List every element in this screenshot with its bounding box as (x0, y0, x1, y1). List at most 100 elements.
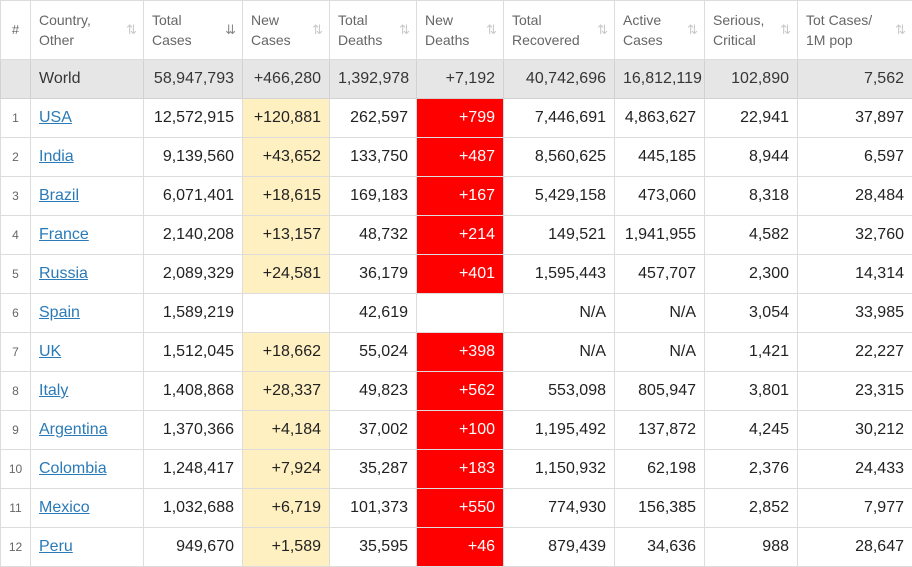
world-serious: 102,890 (704, 59, 798, 99)
country-link[interactable]: France (39, 226, 89, 243)
country-link[interactable]: Spain (39, 304, 80, 321)
header-total-deaths[interactable]: Total Deaths ⇅ (329, 0, 417, 60)
total-deaths-cell: 35,287 (329, 449, 417, 489)
sort-icon[interactable]: ⇅ (312, 22, 323, 37)
per-million-cell: 28,484 (797, 176, 912, 216)
world-total-deaths: 1,392,978 (329, 59, 417, 99)
table-row: 2 India 9,139,560 +43,652 133,750 +487 8,560,6… (0, 137, 912, 177)
header-new-deaths[interactable]: New Deaths ⇅ (416, 0, 504, 60)
sort-icon[interactable]: ⇅ (895, 22, 906, 37)
header-new-cases[interactable]: New Cases ⇅ (242, 0, 330, 60)
country-cell: France (30, 215, 144, 255)
active-cases-cell: 445,185 (614, 137, 705, 177)
header-total-deaths-line2: Deaths (338, 32, 383, 48)
country-link[interactable]: Mexico (39, 499, 90, 516)
header-per-million[interactable]: Tot Cases/ 1M pop ⇅ (797, 0, 912, 60)
country-cell: USA (30, 98, 144, 138)
total-deaths-cell: 55,024 (329, 332, 417, 372)
rank-cell: 6 (0, 293, 31, 333)
serious-cell: 8,944 (704, 137, 798, 177)
active-cases-cell: 805,947 (614, 371, 705, 411)
header-new-deaths-line1: New (425, 12, 454, 28)
total-recovered-cell: 149,521 (503, 215, 615, 255)
total-cases-cell: 1,512,045 (143, 332, 243, 372)
header-total-cases[interactable]: Total Cases ⇊ (143, 0, 243, 60)
header-total-cases-line2: Cases (152, 32, 192, 48)
country-link[interactable]: Peru (39, 538, 73, 555)
country-link[interactable]: India (39, 148, 74, 165)
total-deaths-cell: 169,183 (329, 176, 417, 216)
header-country-line2: Other (39, 32, 75, 48)
rank-cell: 9 (0, 410, 31, 450)
new-cases-cell: +24,581 (242, 254, 330, 294)
new-deaths-cell: +401 (416, 254, 504, 294)
total-deaths-cell: 42,619 (329, 293, 417, 333)
total-cases-cell: 1,408,868 (143, 371, 243, 411)
new-cases-cell: +120,881 (242, 98, 330, 138)
country-cell: UK (30, 332, 144, 372)
header-active-cases-line1: Active (623, 12, 662, 28)
rank-cell: 5 (0, 254, 31, 294)
sort-icon[interactable]: ⇅ (597, 22, 608, 37)
header-per-million-line1: Tot Cases/ (806, 12, 873, 28)
sort-icon[interactable]: ⇅ (126, 22, 137, 37)
country-cell: Mexico (30, 488, 144, 528)
header-total-recovered[interactable]: Total Recovered ⇅ (503, 0, 615, 60)
country-link[interactable]: UK (39, 343, 62, 360)
country-link[interactable]: Colombia (39, 460, 107, 477)
total-deaths-cell: 101,373 (329, 488, 417, 528)
country-link[interactable]: Russia (39, 265, 88, 282)
total-deaths-cell: 133,750 (329, 137, 417, 177)
sort-icon[interactable]: ⇅ (399, 22, 410, 37)
header-rank[interactable]: # (0, 0, 31, 60)
serious-cell: 3,801 (704, 371, 798, 411)
total-recovered-cell: 7,446,691 (503, 98, 615, 138)
per-million-cell: 24,433 (797, 449, 912, 489)
country-link[interactable]: USA (39, 109, 72, 126)
header-serious-critical[interactable]: Serious, Critical ⇅ (704, 0, 798, 60)
table-row: 5 Russia 2,089,329 +24,581 36,179 +401 1,595,4… (0, 254, 912, 294)
header-total-recovered-line1: Total (512, 12, 542, 28)
table-row: 6 Spain 1,589,219 42,619 N/A N/A 3,054 33,985 (0, 293, 912, 333)
per-million-cell: 6,597 (797, 137, 912, 177)
new-deaths-cell: +398 (416, 332, 504, 372)
total-recovered-cell: 1,150,932 (503, 449, 615, 489)
active-cases-cell: N/A (614, 293, 705, 333)
serious-cell: 8,318 (704, 176, 798, 216)
per-million-cell: 22,227 (797, 332, 912, 372)
header-country[interactable]: Country, Other ⇅ (30, 0, 144, 60)
country-cell: India (30, 137, 144, 177)
country-link[interactable]: Argentina (39, 421, 108, 438)
total-cases-cell: 2,089,329 (143, 254, 243, 294)
active-cases-cell: 473,060 (614, 176, 705, 216)
total-cases-cell: 12,572,915 (143, 98, 243, 138)
table-row: 10 Colombia 1,248,417 +7,924 35,287 +183 1,150… (0, 449, 912, 489)
total-recovered-cell: 1,595,443 (503, 254, 615, 294)
total-cases-cell: 1,589,219 (143, 293, 243, 333)
world-active-cases: 16,812,119 (614, 59, 705, 99)
header-active-cases[interactable]: Active Cases ⇅ (614, 0, 705, 60)
country-cell: Russia (30, 254, 144, 294)
table-body: World 58,947,793 +466,280 1,392,978 +7,1… (0, 59, 912, 567)
total-cases-cell: 949,670 (143, 527, 243, 567)
sort-icon[interactable]: ⇅ (486, 22, 497, 37)
total-recovered-cell: 5,429,158 (503, 176, 615, 216)
header-new-cases-line2: Cases (251, 32, 291, 48)
serious-cell: 1,421 (704, 332, 798, 372)
per-million-cell: 37,897 (797, 98, 912, 138)
world-per-million: 7,562 (797, 59, 912, 99)
rank-cell: 11 (0, 488, 31, 528)
sort-descending-icon[interactable]: ⇊ (225, 22, 236, 37)
table-row: 12 Peru 949,670 +1,589 35,595 +46 879,439 34,63… (0, 527, 912, 567)
sort-icon[interactable]: ⇅ (780, 22, 791, 37)
table-row: 4 France 2,140,208 +13,157 48,732 +214 149,521… (0, 215, 912, 255)
total-cases-cell: 6,071,401 (143, 176, 243, 216)
country-link[interactable]: Brazil (39, 187, 80, 204)
total-cases-cell: 1,248,417 (143, 449, 243, 489)
rank-cell: 4 (0, 215, 31, 255)
country-link[interactable]: Italy (39, 382, 69, 399)
active-cases-cell: N/A (614, 332, 705, 372)
sort-icon[interactable]: ⇅ (687, 22, 698, 37)
world-new-deaths: +7,192 (416, 59, 504, 99)
total-cases-cell: 1,032,688 (143, 488, 243, 528)
